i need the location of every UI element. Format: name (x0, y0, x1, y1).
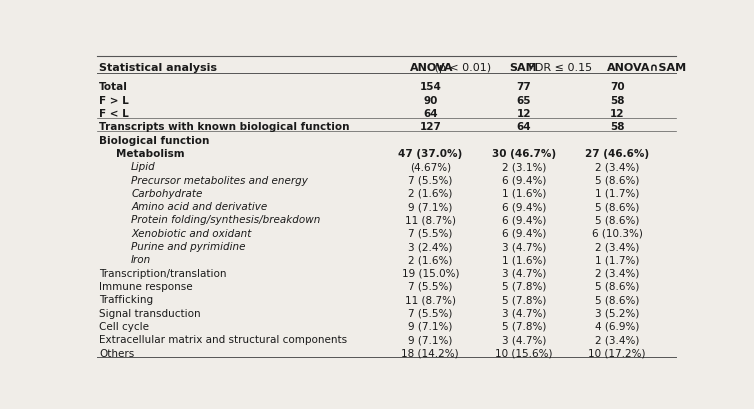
Text: Total: Total (99, 82, 127, 92)
Text: 10 (17.2%): 10 (17.2%) (588, 348, 646, 357)
Text: 12: 12 (516, 109, 531, 119)
Text: 1 (1.6%): 1 (1.6%) (501, 189, 546, 198)
Text: 1 (1.7%): 1 (1.7%) (595, 189, 639, 198)
Text: 2 (3.4%): 2 (3.4%) (595, 241, 639, 252)
Text: 3 (2.4%): 3 (2.4%) (408, 241, 452, 252)
Text: 2 (3.4%): 2 (3.4%) (595, 268, 639, 278)
Text: F < L: F < L (99, 109, 129, 119)
Text: 11 (8.7%): 11 (8.7%) (405, 215, 455, 225)
Text: 5 (8.6%): 5 (8.6%) (595, 202, 639, 211)
Text: 3 (4.7%): 3 (4.7%) (501, 268, 546, 278)
Text: 64: 64 (516, 122, 531, 132)
Text: Purine and pyrimidine: Purine and pyrimidine (131, 241, 246, 252)
Text: 7 (5.5%): 7 (5.5%) (408, 228, 452, 238)
Text: 5 (8.6%): 5 (8.6%) (595, 281, 639, 291)
Text: Transcription/translation: Transcription/translation (99, 268, 226, 278)
Text: 2 (3.4%): 2 (3.4%) (595, 335, 639, 344)
Text: 2 (1.6%): 2 (1.6%) (408, 189, 452, 198)
Text: 5 (7.8%): 5 (7.8%) (501, 321, 546, 331)
Text: 5 (7.8%): 5 (7.8%) (501, 294, 546, 305)
Text: (4.67%): (4.67%) (409, 162, 451, 172)
Text: Immune response: Immune response (99, 281, 192, 291)
Text: 77: 77 (516, 82, 531, 92)
Text: 12: 12 (610, 109, 624, 119)
Text: 10 (15.6%): 10 (15.6%) (495, 348, 553, 357)
Text: ANOVA∩SAM: ANOVA∩SAM (607, 62, 687, 72)
Text: 64: 64 (423, 109, 437, 119)
Text: 6 (9.4%): 6 (9.4%) (501, 175, 546, 185)
Text: 6 (9.4%): 6 (9.4%) (501, 228, 546, 238)
Text: Extracellular matrix and structural components: Extracellular matrix and structural comp… (99, 335, 347, 344)
Text: 3 (4.7%): 3 (4.7%) (501, 308, 546, 318)
Text: Xenobiotic and oxidant: Xenobiotic and oxidant (131, 228, 251, 238)
Text: 6 (9.4%): 6 (9.4%) (501, 215, 546, 225)
Text: Metabolism: Metabolism (116, 148, 185, 159)
Text: 18 (14.2%): 18 (14.2%) (401, 348, 459, 357)
Text: 5 (8.6%): 5 (8.6%) (595, 215, 639, 225)
Text: Iron: Iron (131, 255, 152, 265)
Text: 11 (8.7%): 11 (8.7%) (405, 294, 455, 305)
Text: FDR ≤ 0.15: FDR ≤ 0.15 (525, 62, 592, 72)
Text: Amino acid and derivative: Amino acid and derivative (131, 202, 268, 211)
Text: 65: 65 (516, 95, 531, 106)
Text: 7 (5.5%): 7 (5.5%) (408, 308, 452, 318)
Text: 6 (10.3%): 6 (10.3%) (592, 228, 642, 238)
Text: 7 (5.5%): 7 (5.5%) (408, 281, 452, 291)
Text: Carbohydrate: Carbohydrate (131, 189, 202, 198)
Text: 30 (46.7%): 30 (46.7%) (492, 148, 556, 159)
Text: 3 (4.7%): 3 (4.7%) (501, 335, 546, 344)
Text: 2 (1.6%): 2 (1.6%) (408, 255, 452, 265)
Text: Lipid: Lipid (131, 162, 156, 172)
Text: ANOVA: ANOVA (410, 62, 453, 72)
Text: 5 (7.8%): 5 (7.8%) (501, 281, 546, 291)
Text: 9 (7.1%): 9 (7.1%) (408, 321, 452, 331)
Text: 9 (7.1%): 9 (7.1%) (408, 202, 452, 211)
Text: 4 (6.9%): 4 (6.9%) (595, 321, 639, 331)
Text: 7 (5.5%): 7 (5.5%) (408, 175, 452, 185)
Text: F > L: F > L (99, 95, 129, 106)
Text: 58: 58 (610, 95, 624, 106)
Text: SAM: SAM (509, 62, 537, 72)
Text: 6 (9.4%): 6 (9.4%) (501, 202, 546, 211)
Text: Statistical analysis: Statistical analysis (99, 62, 217, 72)
Text: Signal transduction: Signal transduction (99, 308, 201, 318)
Text: 2 (3.1%): 2 (3.1%) (501, 162, 546, 172)
Text: 19 (15.0%): 19 (15.0%) (401, 268, 459, 278)
Text: 90: 90 (423, 95, 437, 106)
Text: 2 (3.4%): 2 (3.4%) (595, 162, 639, 172)
Text: Protein folding/synthesis/breakdown: Protein folding/synthesis/breakdown (131, 215, 320, 225)
Text: (p < 0.01): (p < 0.01) (431, 62, 492, 72)
Text: 1 (1.7%): 1 (1.7%) (595, 255, 639, 265)
Text: Trafficking: Trafficking (99, 294, 153, 305)
Text: Precursor metabolites and energy: Precursor metabolites and energy (131, 175, 308, 185)
Text: 58: 58 (610, 122, 624, 132)
Text: 1 (1.6%): 1 (1.6%) (501, 255, 546, 265)
Text: 5 (8.6%): 5 (8.6%) (595, 294, 639, 305)
Text: Transcripts with known biological function: Transcripts with known biological functi… (99, 122, 349, 132)
Text: 3 (5.2%): 3 (5.2%) (595, 308, 639, 318)
Text: 154: 154 (419, 82, 441, 92)
Text: 70: 70 (610, 82, 624, 92)
Text: Cell cycle: Cell cycle (99, 321, 149, 331)
Text: 127: 127 (419, 122, 441, 132)
Text: 9 (7.1%): 9 (7.1%) (408, 335, 452, 344)
Text: 3 (4.7%): 3 (4.7%) (501, 241, 546, 252)
Text: Biological function: Biological function (99, 135, 210, 145)
Text: 27 (46.6%): 27 (46.6%) (585, 148, 649, 159)
Text: 5 (8.6%): 5 (8.6%) (595, 175, 639, 185)
Text: Others: Others (99, 348, 134, 357)
Text: 47 (37.0%): 47 (37.0%) (398, 148, 462, 159)
